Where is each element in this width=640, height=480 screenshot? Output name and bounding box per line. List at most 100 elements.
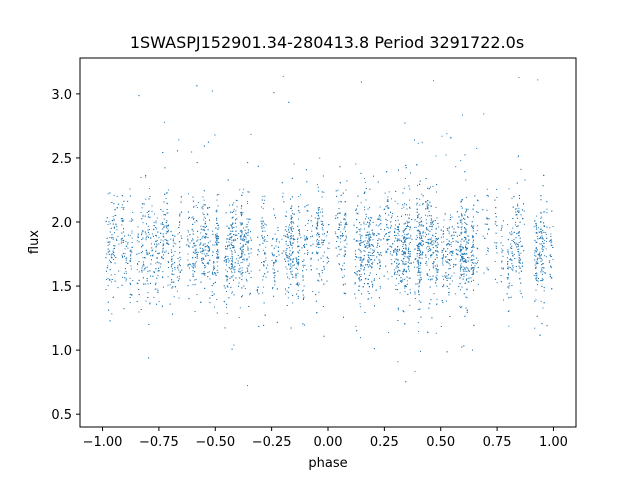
data-point [340, 201, 342, 203]
data-point [385, 218, 387, 220]
data-point [209, 278, 211, 280]
data-point [317, 221, 319, 223]
data-point [169, 303, 171, 305]
data-point [170, 238, 172, 240]
data-point [436, 298, 438, 300]
data-point [187, 240, 189, 242]
data-point [405, 261, 407, 263]
data-point [453, 234, 455, 236]
data-point [241, 233, 243, 235]
data-point [342, 192, 344, 194]
data-point [167, 240, 169, 242]
data-point [225, 260, 227, 262]
data-point [226, 313, 228, 314]
data-point [316, 253, 318, 255]
data-point [473, 272, 475, 274]
data-point [367, 283, 369, 285]
data-point [455, 240, 457, 242]
data-point [195, 244, 197, 246]
data-point [373, 251, 375, 253]
data-point [173, 296, 175, 298]
data-point [217, 236, 219, 237]
data-point [358, 285, 360, 287]
data-point [416, 202, 418, 204]
data-point [339, 166, 341, 168]
data-point [234, 269, 236, 271]
data-point [216, 255, 218, 257]
data-point [496, 196, 498, 198]
data-point [263, 249, 265, 251]
data-point [136, 253, 138, 255]
data-point [130, 265, 132, 267]
data-point [289, 253, 290, 255]
data-point [287, 228, 289, 230]
data-point [387, 208, 389, 210]
data-point [110, 227, 112, 229]
data-point [508, 282, 510, 284]
data-point [356, 232, 358, 234]
data-point [200, 228, 202, 230]
data-point [540, 216, 542, 218]
data-point [105, 257, 107, 259]
data-point [194, 279, 196, 281]
data-point [192, 251, 194, 253]
data-point [138, 95, 140, 97]
data-point [549, 240, 551, 242]
data-point [316, 212, 318, 213]
data-point [470, 268, 472, 270]
data-point [460, 265, 462, 267]
data-point [244, 288, 246, 290]
data-point [402, 262, 404, 264]
data-point [187, 229, 189, 231]
data-point [239, 236, 241, 238]
data-point [291, 205, 293, 207]
data-point [477, 283, 479, 285]
data-point [148, 236, 149, 238]
data-point [388, 332, 390, 334]
data-point [448, 227, 450, 229]
data-point [535, 247, 537, 248]
data-point [540, 221, 542, 223]
data-point [107, 224, 109, 225]
data-point [122, 220, 124, 222]
data-point [367, 266, 369, 268]
data-point [422, 225, 424, 226]
data-point [541, 278, 543, 280]
data-point [196, 207, 198, 208]
data-point [272, 268, 274, 270]
data-point [535, 262, 537, 264]
data-point [465, 249, 467, 251]
data-point [461, 238, 463, 240]
data-point [318, 236, 320, 238]
data-point [459, 277, 461, 279]
data-point [240, 235, 241, 237]
data-point [371, 281, 373, 283]
data-point [471, 259, 473, 261]
data-point [152, 275, 154, 277]
data-point [416, 211, 418, 213]
data-point [466, 311, 468, 313]
data-point [226, 248, 228, 250]
data-point [240, 257, 242, 258]
data-point [371, 297, 373, 299]
data-point [316, 240, 318, 242]
data-point [196, 255, 198, 257]
data-point [465, 211, 467, 213]
data-point [166, 209, 168, 210]
data-point [335, 190, 337, 192]
data-point [467, 208, 469, 210]
data-point [517, 245, 519, 247]
data-point [443, 226, 445, 228]
data-point [238, 317, 240, 318]
data-point [271, 245, 273, 247]
data-point [425, 214, 427, 216]
data-point [429, 230, 431, 232]
data-point [392, 213, 393, 214]
data-point [436, 250, 438, 252]
data-point [179, 265, 181, 267]
data-point [195, 220, 197, 221]
data-point [472, 254, 474, 256]
data-point [321, 272, 323, 274]
data-point [277, 270, 279, 272]
data-point [178, 275, 180, 277]
